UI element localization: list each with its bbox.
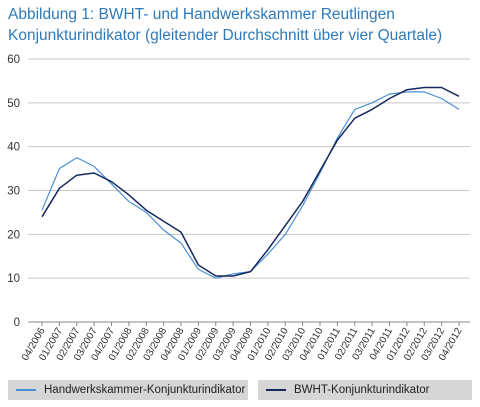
y-tick-label-0: 0 xyxy=(14,317,20,329)
y-tick-label-40: 40 xyxy=(7,142,20,154)
y-tick-label-20: 20 xyxy=(7,229,20,241)
chart-title: Abbildung 1: BWHT- und Handwerkskammer R… xyxy=(8,4,478,46)
legend-item-handwerkskammer: Handwerkskammer-Konjunkturindikator xyxy=(8,380,248,400)
chart-title-line-1: Abbildung 1: BWHT- und Handwerkskammer R… xyxy=(8,6,395,23)
y-tick-label-60: 60 xyxy=(7,54,20,66)
y-tick-label-50: 50 xyxy=(7,98,20,110)
chart-title-line-2: Konjunkturindikator (gleitender Durchsch… xyxy=(8,27,443,44)
legend-item-bwht: BWHT-Konjunkturindikator xyxy=(258,380,472,400)
line-chart: 010203040506004/200601/200702/200703/200… xyxy=(7,54,470,363)
y-tick-label-10: 10 xyxy=(7,273,20,285)
series-line-1 xyxy=(41,86,460,277)
y-tick-label-30: 30 xyxy=(7,186,20,198)
legend-label-bwht: BWHT-Konjunkturindikator xyxy=(294,384,430,396)
legend-swatch-bwht xyxy=(266,389,286,391)
legend-swatch-handwerkskammer xyxy=(16,389,36,391)
legend-label-handwerkskammer: Handwerkskammer-Konjunkturindikator xyxy=(44,384,246,396)
chart-legend: Handwerkskammer-Konjunkturindikator BWHT… xyxy=(8,380,472,400)
